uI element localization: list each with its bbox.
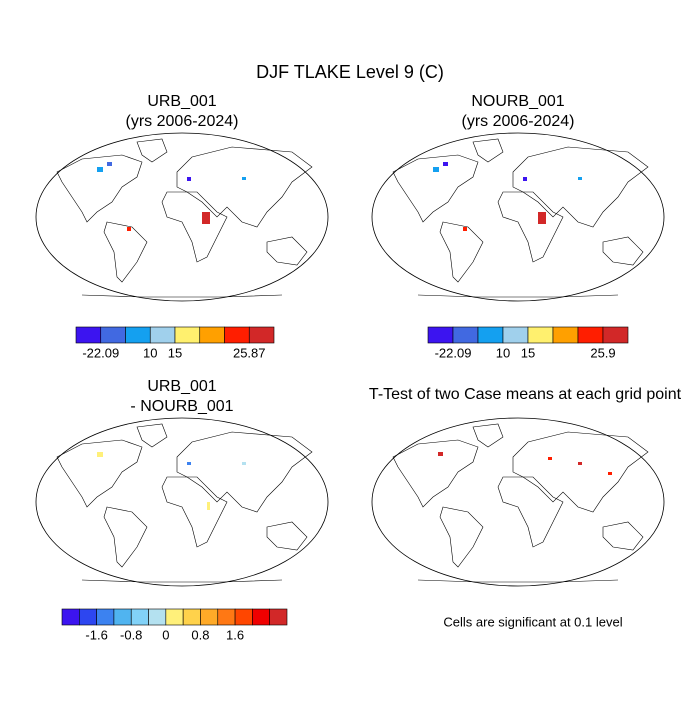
colorbar-label: 10 <box>496 345 510 360</box>
colorbar-box <box>477 326 504 344</box>
panel-title: URB_001 <box>147 93 216 110</box>
colorbar-box <box>200 608 219 626</box>
map <box>35 417 329 587</box>
colorbar-box <box>527 326 554 344</box>
colorbar-box <box>113 608 132 626</box>
colorbar-box <box>224 326 250 344</box>
colorbar-box <box>217 608 236 626</box>
panel-title: - NOURB_001 <box>130 398 233 415</box>
colorbar-box <box>248 326 275 344</box>
colorbar-box <box>148 608 167 626</box>
colorbar-box <box>577 326 604 344</box>
colorbar-box <box>269 608 288 626</box>
panel-title: (yrs 2006-2024) <box>462 113 575 130</box>
colorbar-box <box>79 608 97 626</box>
colorbar-box <box>100 326 126 344</box>
colorbar-label: -1.6 <box>85 627 107 642</box>
colorbar-label: 0 <box>162 627 169 642</box>
panel-title: NOURB_001 <box>471 93 564 110</box>
colorbar-box <box>96 608 115 626</box>
colorbar-label: 25.87 <box>233 345 266 360</box>
colorbar-box <box>61 608 80 626</box>
colorbar-box <box>252 608 270 626</box>
colorbar-box <box>552 326 579 344</box>
panel-title: (yrs 2006-2024) <box>126 113 239 130</box>
colorbar-box <box>125 326 151 344</box>
colorbar-label: 1.6 <box>226 627 244 642</box>
colorbar-box <box>182 608 201 626</box>
colorbar-box <box>149 326 176 344</box>
colorbar-label: -22.09 <box>82 345 119 360</box>
colorbar-label: 15 <box>168 345 182 360</box>
colorbar-box <box>602 326 629 344</box>
panel-note: Cells are significant at 0.1 level <box>443 614 622 629</box>
colorbar-box <box>130 608 149 626</box>
colorbar-box <box>75 326 102 344</box>
map <box>371 417 665 587</box>
colorbar-label: 0.8 <box>191 627 209 642</box>
colorbar-label: -0.8 <box>120 627 142 642</box>
colorbar-label: 25.9 <box>590 345 615 360</box>
colorbar-box <box>234 608 253 626</box>
colorbar-box <box>165 608 184 626</box>
colorbar-label: 10 <box>143 345 157 360</box>
panel-title: T-Test of two Case means at each grid po… <box>369 386 682 403</box>
map <box>35 132 329 302</box>
colorbar-label: -22.09 <box>435 345 472 360</box>
colorbar-label: 15 <box>521 345 535 360</box>
map <box>371 132 665 302</box>
colorbar-box <box>427 326 454 344</box>
colorbar-box <box>174 326 201 344</box>
panel-title: URB_001 <box>147 378 216 395</box>
colorbar-box <box>502 326 529 344</box>
colorbar-box <box>452 326 479 344</box>
figure-title: DJF TLAKE Level 9 (C) <box>256 62 444 82</box>
colorbar-box <box>199 326 225 344</box>
